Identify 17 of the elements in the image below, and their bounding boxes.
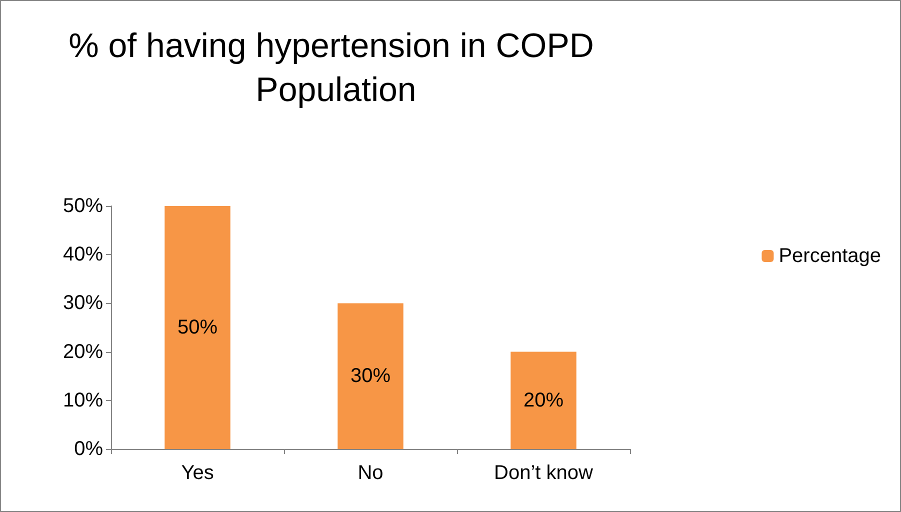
y-tick-label: 20% <box>62 340 104 363</box>
x-tick-label: Don’t know <box>494 462 594 484</box>
x-tick-label: No <box>358 462 384 484</box>
y-tick-label: 50% <box>62 195 104 217</box>
chart-title: % of having hypertension in COPD Population <box>68 27 604 109</box>
data-label: 20% <box>523 389 564 412</box>
bar <box>338 303 404 449</box>
bar <box>510 352 576 449</box>
data-label: 50% <box>177 316 218 338</box>
y-tick-label: 10% <box>62 389 104 412</box>
y-tick-label: 30% <box>62 292 104 314</box>
x-tick-label: Yes <box>181 462 214 484</box>
bar <box>164 206 230 449</box>
y-tick-label: 40% <box>62 244 104 266</box>
data-label: 30% <box>350 365 391 388</box>
y-tick-label: 0% <box>74 438 104 460</box>
legend-label: Percentage <box>778 245 881 267</box>
